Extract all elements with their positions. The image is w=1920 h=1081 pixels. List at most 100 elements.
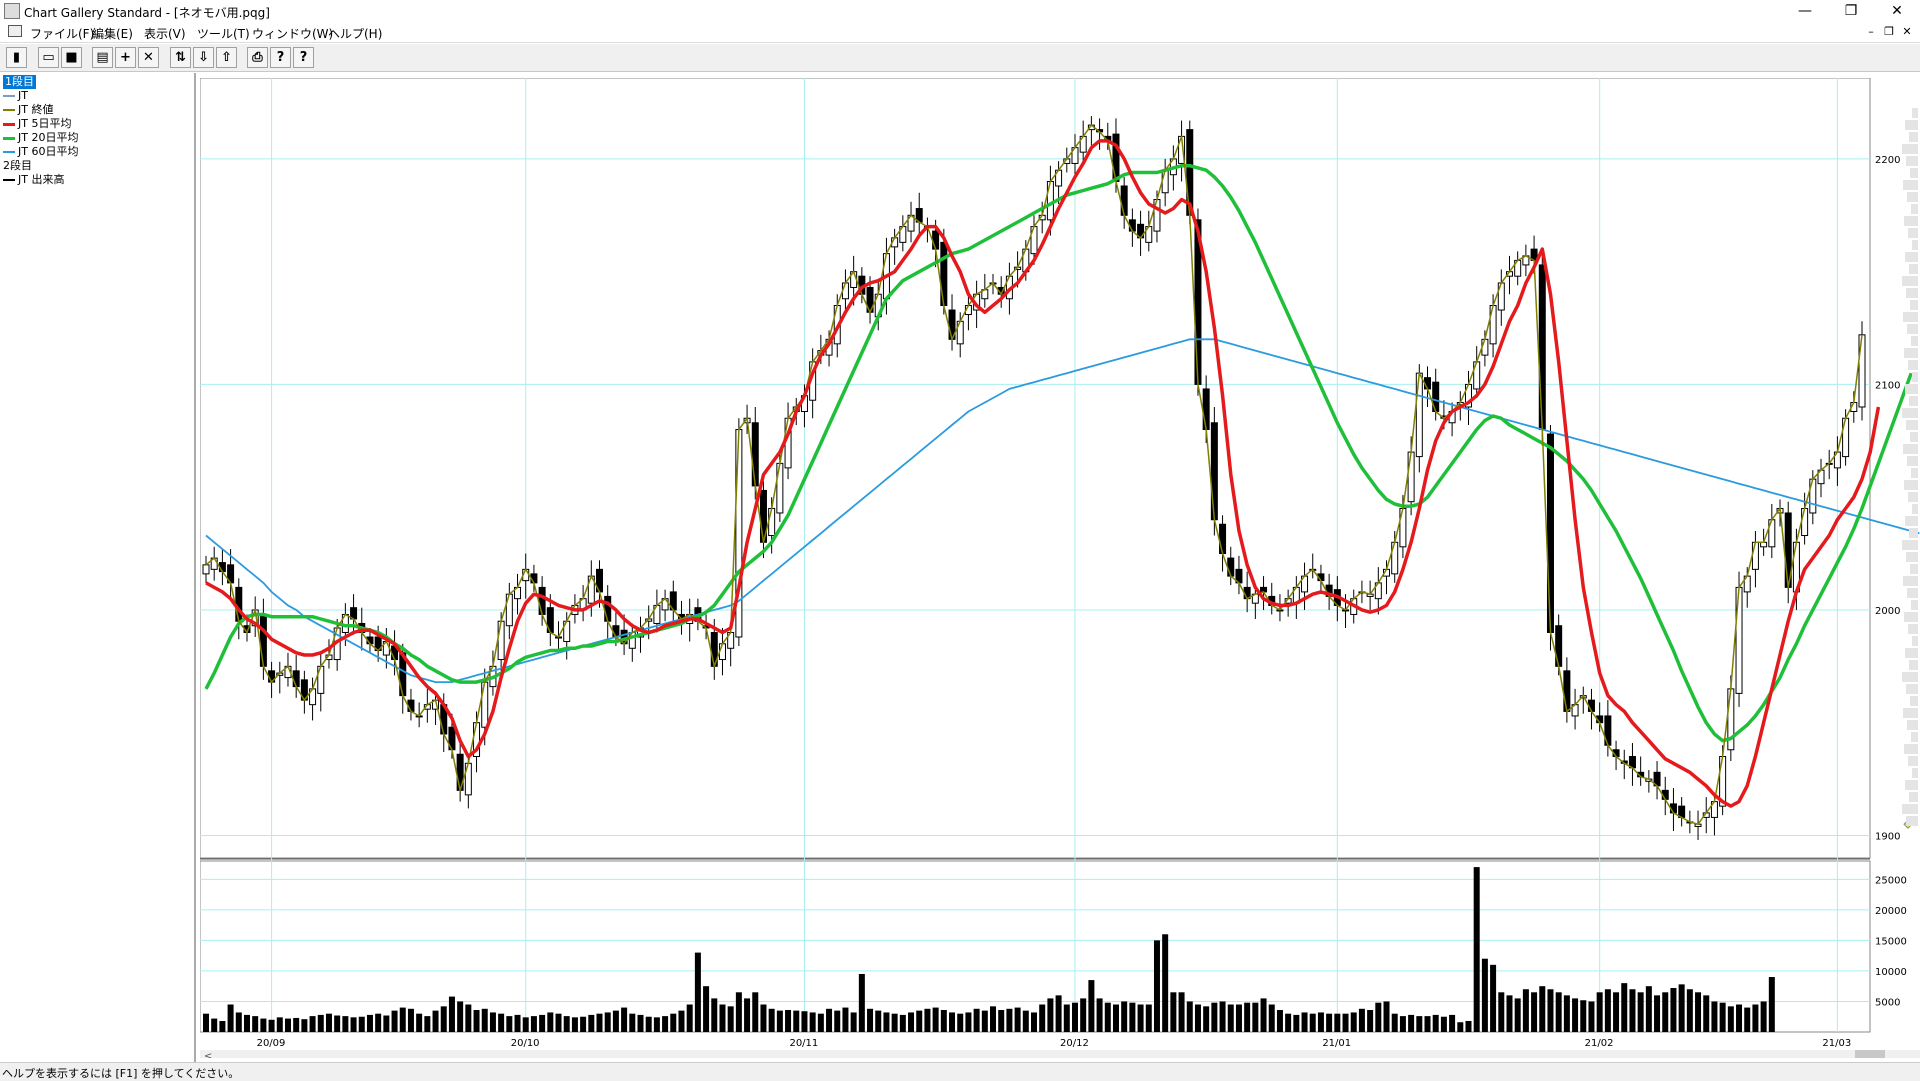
volume-bar	[276, 1017, 283, 1032]
volume-bar	[1309, 1013, 1316, 1032]
menu-edit[interactable]: 編集(E)	[92, 27, 133, 41]
volume-bar	[949, 1012, 956, 1032]
volume-bar	[694, 952, 701, 1032]
candle-body	[768, 507, 776, 537]
volume-bar	[309, 1016, 316, 1032]
legend-swatch	[3, 95, 15, 97]
price-profile-bar	[1906, 552, 1918, 562]
volume-bar	[1211, 1002, 1218, 1032]
price-profile-bar	[1906, 420, 1918, 430]
price-profile-bar	[1908, 624, 1918, 634]
candle-body	[1563, 670, 1571, 712]
volume-bar	[588, 1014, 595, 1032]
volume-bar	[1375, 1002, 1382, 1032]
document-icon[interactable]	[8, 25, 22, 37]
menu-bar: ファイル(F) 編集(E) 表示(V) ツール(T) ウィンドウ(W) ヘルプ(…	[0, 22, 1920, 43]
candle-body	[538, 586, 546, 615]
volume-bar	[1055, 995, 1062, 1032]
volume-bar	[596, 1013, 603, 1032]
add-icon[interactable]: +	[115, 47, 136, 68]
volume-bar	[268, 1019, 275, 1032]
volume-bar	[1752, 1004, 1759, 1032]
pane-1-label[interactable]: 1段目	[3, 75, 36, 89]
legend-swatch	[3, 109, 15, 111]
doc-close-icon[interactable]: ✕	[1902, 25, 1912, 38]
candle-body	[1210, 422, 1218, 521]
volume-bar	[1080, 998, 1087, 1032]
up-icon[interactable]: ⇧	[216, 47, 237, 68]
volume-bar	[563, 1016, 570, 1032]
price-profile-bar	[1910, 168, 1918, 178]
help-icon[interactable]: ?	[270, 47, 291, 68]
legend-item-ma20[interactable]: JT 20日平均	[3, 131, 78, 145]
volume-bar	[342, 1016, 349, 1032]
x-tick-label: 20/11	[789, 1038, 818, 1049]
volume-bar	[1227, 1004, 1234, 1032]
candle-body	[1858, 334, 1866, 408]
price-profile-bar	[1912, 108, 1918, 118]
restore-icon[interactable]: ❐	[1844, 3, 1858, 19]
volume-bar	[653, 1017, 660, 1032]
volume-bar	[719, 1004, 726, 1032]
candle-body	[1407, 451, 1415, 503]
volume-bar	[1194, 1004, 1201, 1032]
properties-icon[interactable]: ▤	[92, 47, 113, 68]
volume-bar	[1506, 995, 1513, 1032]
legend-item-jt[interactable]: JT	[3, 89, 28, 103]
menu-help[interactable]: ヘルプ(H)	[328, 27, 383, 41]
pane-2-label[interactable]: 2段目	[3, 159, 32, 172]
legend-swatch	[3, 136, 15, 140]
move-icon[interactable]: ⇅	[170, 47, 191, 68]
chart-icon[interactable]: ▮	[6, 47, 27, 68]
volume-bar	[612, 1010, 619, 1032]
volume-bar	[826, 1008, 833, 1032]
volume-bar	[489, 1012, 496, 1032]
menu-view[interactable]: 表示(V)	[144, 27, 186, 41]
volume-bar	[1424, 1016, 1431, 1032]
legend-item-ma60[interactable]: JT 60日平均	[3, 145, 78, 159]
volume-bar	[1531, 992, 1538, 1032]
ma60-line	[205, 338, 1920, 683]
print-icon[interactable]: ⎙	[247, 47, 268, 68]
menu-file[interactable]: ファイル(F)	[30, 27, 95, 41]
volume-bar	[1071, 1002, 1078, 1032]
close-icon[interactable]: ✕	[1891, 3, 1903, 19]
volume-bar	[424, 1016, 431, 1032]
menu-tools[interactable]: ツール(T)	[197, 27, 250, 41]
volume-tick-label: 5000	[1875, 997, 1900, 1008]
legend-item-volume[interactable]: JT 出来高	[3, 173, 64, 187]
stock-chart[interactable]: 1900 2000 2100 2200 5000 10000 15000 20000 25000…	[200, 78, 1920, 1058]
down-icon[interactable]: ⇩	[193, 47, 214, 68]
doc-restore-icon[interactable]: ❐	[1884, 25, 1894, 38]
save-icon[interactable]: ■	[61, 47, 82, 68]
legend-item-ma5[interactable]: JT 5日平均	[3, 117, 71, 131]
legend-item-close[interactable]: JT 終値	[3, 103, 53, 117]
volume-bar	[858, 973, 865, 1032]
doc-minimize-icon[interactable]: –	[1868, 25, 1874, 38]
volume-bar	[768, 1008, 775, 1032]
minimize-icon[interactable]: —	[1798, 3, 1812, 19]
chart-area[interactable]: 1900 2000 2100 2200 5000 10000 15000 20000 25000…	[200, 78, 1920, 1058]
price-profile-bar	[1908, 228, 1918, 238]
volume-bar	[1088, 980, 1095, 1032]
menu-window[interactable]: ウィンドウ(W)	[252, 27, 334, 41]
volume-bar	[801, 1011, 808, 1032]
candle-body	[1227, 557, 1235, 577]
price-profile-bar	[1909, 528, 1918, 538]
volume-bar	[1727, 1006, 1734, 1032]
volume-bar	[1662, 992, 1669, 1032]
volume-bar	[1678, 984, 1685, 1032]
volume-bar	[399, 1007, 406, 1032]
volume-bar	[1112, 1004, 1119, 1032]
volume-bar	[325, 1013, 332, 1032]
volume-bar	[883, 1012, 890, 1032]
open-folder-icon[interactable]: ▭	[38, 47, 59, 68]
volume-bar	[457, 1001, 464, 1032]
delete-icon[interactable]: ✕	[138, 47, 159, 68]
context-help-icon[interactable]: ?	[293, 47, 314, 68]
candle-body	[1161, 169, 1169, 194]
volume-bar	[776, 1010, 783, 1032]
price-tick-label: 2200	[1875, 155, 1900, 166]
candle-body	[1546, 433, 1554, 633]
volume-bar	[227, 1004, 234, 1032]
